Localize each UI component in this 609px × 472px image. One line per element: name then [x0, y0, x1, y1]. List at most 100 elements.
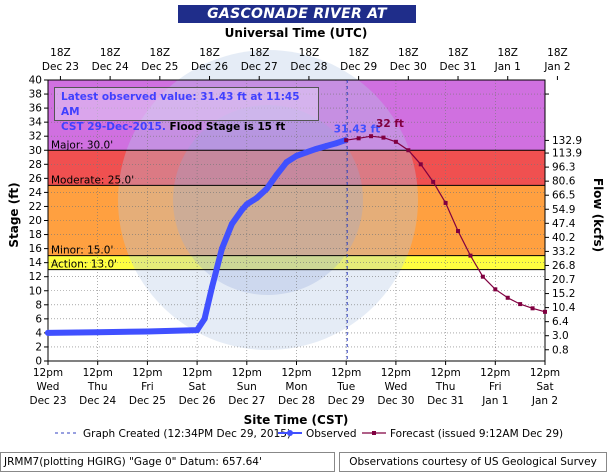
forecast-point — [418, 162, 423, 167]
flood-category-label: Major: 30.0' — [51, 139, 113, 151]
top-tick-label-date: Dec 26 — [191, 61, 228, 73]
bottom-tick-label-date: Dec 31 — [427, 395, 464, 407]
y-tick-label: 28 — [29, 159, 42, 171]
bottom-tick-label-date: Dec 24 — [79, 395, 116, 407]
y-tick-label: 10 — [29, 285, 42, 297]
latest-observation-date: CST 29-Dec-2015. — [61, 121, 166, 133]
bottom-tick-label-time: 12pm — [182, 367, 212, 379]
y-tick-label: 6 — [35, 313, 42, 325]
y-tick-label: 38 — [29, 89, 42, 101]
bottom-tick-label-day: Sat — [188, 381, 205, 393]
bottom-tick-label-date: Dec 27 — [228, 395, 265, 407]
top-tick-label-date: Dec 23 — [42, 61, 79, 73]
top-tick-label-date: Dec 30 — [390, 61, 427, 73]
legend-forecast-marker — [372, 431, 376, 435]
bottom-tick-label-date: Dec 29 — [328, 395, 365, 407]
observed-point — [253, 195, 260, 202]
top-tick-label-hour: 18Z — [150, 47, 171, 59]
flood-category-label: Moderate: 25.0' — [51, 174, 134, 186]
top-tick-label-hour: 18Z — [249, 47, 270, 59]
legend-forecast-label: Forecast (issued 9:12AM Dec 29) — [390, 428, 563, 440]
top-tick-label-date: Dec 25 — [141, 61, 178, 73]
bottom-tick-label-day: Thu — [87, 381, 108, 393]
bottom-tick-label-day: Thu — [435, 381, 456, 393]
hydrograph-chart: Major: 30.0' Moderate: 25.0' Minor: 15.0' A… — [7, 26, 605, 440]
bottom-tick-label-time: 12pm — [132, 367, 162, 379]
forecast-point — [468, 253, 473, 258]
observed-point — [303, 149, 310, 156]
bottom-tick-label-date: Dec 30 — [377, 395, 414, 407]
y-tick-label: 24 — [29, 187, 43, 199]
y-tick-label: 2 — [35, 341, 42, 353]
top-tick-label-date: Jan 1 — [494, 61, 521, 73]
y2-tick-label: 47.4 — [552, 218, 576, 230]
bottom-tick-label-date: Dec 26 — [179, 395, 216, 407]
y-tick-label: 36 — [29, 103, 43, 115]
top-tick-label-date: Dec 31 — [440, 61, 477, 73]
latest-observation-box: Latest observed value: 31.43 ft at 11:45… — [54, 87, 319, 133]
bottom-tick-label-time: 12pm — [430, 367, 460, 379]
bottom-tick-label-date: Jan 1 — [481, 395, 508, 407]
observed-point — [45, 329, 51, 336]
y2-tick-label: 15.2 — [552, 288, 575, 300]
y-tick-label: 0 — [35, 356, 42, 368]
y-tick-label: 34 — [29, 117, 43, 129]
y-tick-label: 18 — [29, 229, 42, 241]
bottom-tick-label-day: Sun — [237, 381, 257, 393]
top-tick-label-date: Dec 29 — [340, 61, 377, 73]
forecast-point — [369, 134, 374, 139]
bottom-tick-label-time: 12pm — [83, 367, 113, 379]
y-tick-label: 12 — [29, 271, 42, 283]
observed-peak-label: 31.43 ft — [334, 124, 380, 136]
flood-category-label: Minor: 15.0' — [51, 245, 113, 257]
observed-point — [94, 329, 101, 336]
forecast-point — [480, 274, 485, 279]
legend-graph-created-label: Graph Created (12:34PM Dec 29, 2015) — [83, 428, 291, 440]
y2-tick-label: 0.8 — [552, 344, 569, 356]
observed-point — [333, 140, 340, 147]
top-tick-label-date: Dec 27 — [241, 61, 278, 73]
observed-point — [238, 206, 245, 213]
top-tick-label-hour: 18Z — [199, 47, 220, 59]
bottom-tick-label-date: Dec 23 — [29, 395, 66, 407]
bottom-tick-label-time: 12pm — [232, 367, 262, 379]
y2-tick-label: 33.2 — [552, 246, 575, 258]
forecast-point — [543, 309, 547, 314]
y2-tick-label: 10.4 — [552, 302, 576, 314]
forecast-point — [530, 306, 535, 311]
top-tick-label-hour: 18Z — [100, 47, 121, 59]
action-stage-band — [48, 255, 545, 270]
y-axis-title: Stage (ft) — [7, 182, 21, 247]
y-tick-label: 30 — [29, 145, 42, 157]
y2-tick-label: 132.9 — [552, 135, 582, 147]
bottom-tick-label-time: 12pm — [381, 367, 411, 379]
y2-tick-label: 20.7 — [552, 274, 575, 286]
y-tick-label: 20 — [29, 215, 42, 227]
top-tick-label-hour: 18Z — [547, 47, 568, 59]
observed-point — [243, 201, 250, 208]
bottom-tick-label-day: Sat — [536, 381, 553, 393]
top-tick-label-date: Dec 24 — [92, 61, 129, 73]
gage-datum-note: JRMM7(plotting HGIRG) "Gage 0" Datum: 65… — [0, 452, 335, 472]
forecast-point — [443, 200, 448, 205]
y2-tick-label: 54.9 — [552, 204, 575, 216]
forecast-point — [381, 135, 386, 140]
y2-tick-label: 80.6 — [552, 176, 576, 188]
observed-point — [283, 159, 290, 166]
observed-point — [323, 143, 330, 150]
observed-point — [209, 284, 216, 291]
observed-point — [201, 315, 208, 322]
bottom-tick-label-date: Dec 25 — [129, 395, 166, 407]
forecast-point — [406, 148, 411, 153]
y2-tick-label: 66.5 — [552, 190, 575, 202]
observed-point — [273, 171, 280, 178]
bottom-tick-label-date: Dec 28 — [278, 395, 315, 407]
y-tick-label: 8 — [35, 299, 42, 311]
legend-observed-marker — [287, 430, 293, 436]
top-tick-label-hour: 18Z — [299, 47, 320, 59]
observed-point — [194, 327, 201, 334]
forecast-point — [493, 287, 498, 292]
top-tick-label-hour: 18Z — [398, 47, 419, 59]
y-tick-label: 4 — [35, 327, 42, 339]
bottom-tick-label-time: 12pm — [480, 367, 510, 379]
